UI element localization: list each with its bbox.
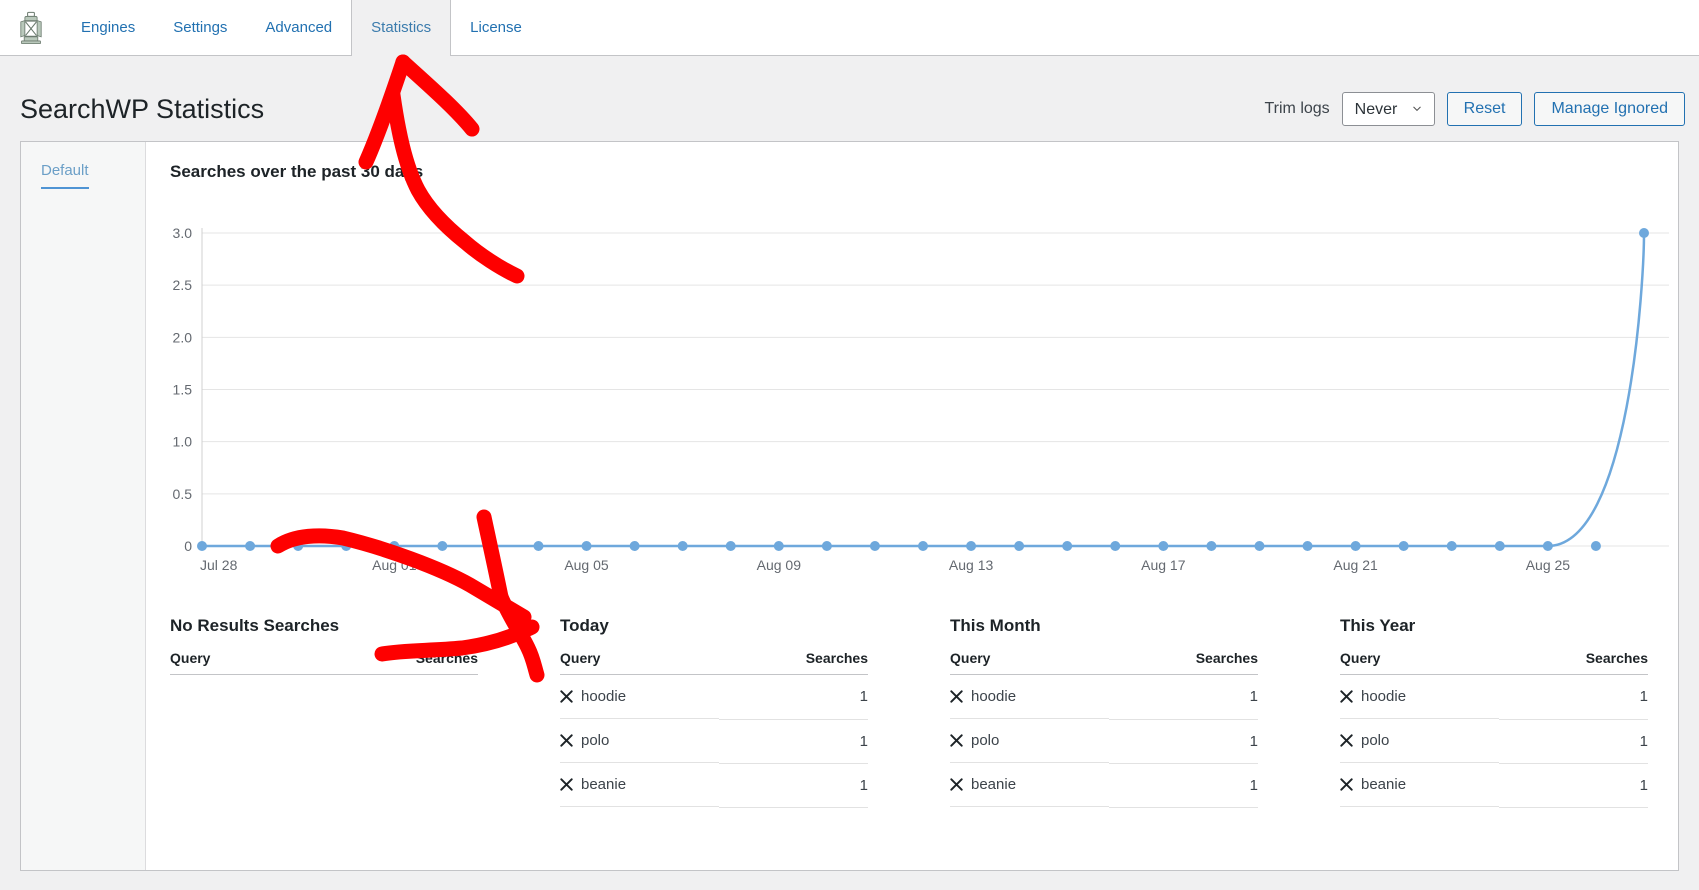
svg-text:Aug 09: Aug 09 [757, 557, 802, 573]
svg-text:Aug 17: Aug 17 [1141, 557, 1186, 573]
svg-text:Jul 28: Jul 28 [200, 557, 238, 573]
svg-text:Aug 01: Aug 01 [372, 557, 417, 573]
svg-text:1.5: 1.5 [173, 382, 193, 398]
svg-text:0.5: 0.5 [173, 486, 193, 502]
svg-text:Aug 21: Aug 21 [1333, 557, 1378, 573]
svg-text:2.5: 2.5 [173, 277, 193, 293]
svg-text:1.0: 1.0 [173, 434, 193, 450]
svg-text:2.0: 2.0 [173, 329, 193, 345]
svg-text:Aug 05: Aug 05 [564, 557, 609, 573]
svg-text:Aug 13: Aug 13 [949, 557, 994, 573]
svg-text:0: 0 [184, 538, 192, 554]
svg-text:Aug 25: Aug 25 [1526, 557, 1571, 573]
svg-text:3.0: 3.0 [173, 225, 193, 241]
